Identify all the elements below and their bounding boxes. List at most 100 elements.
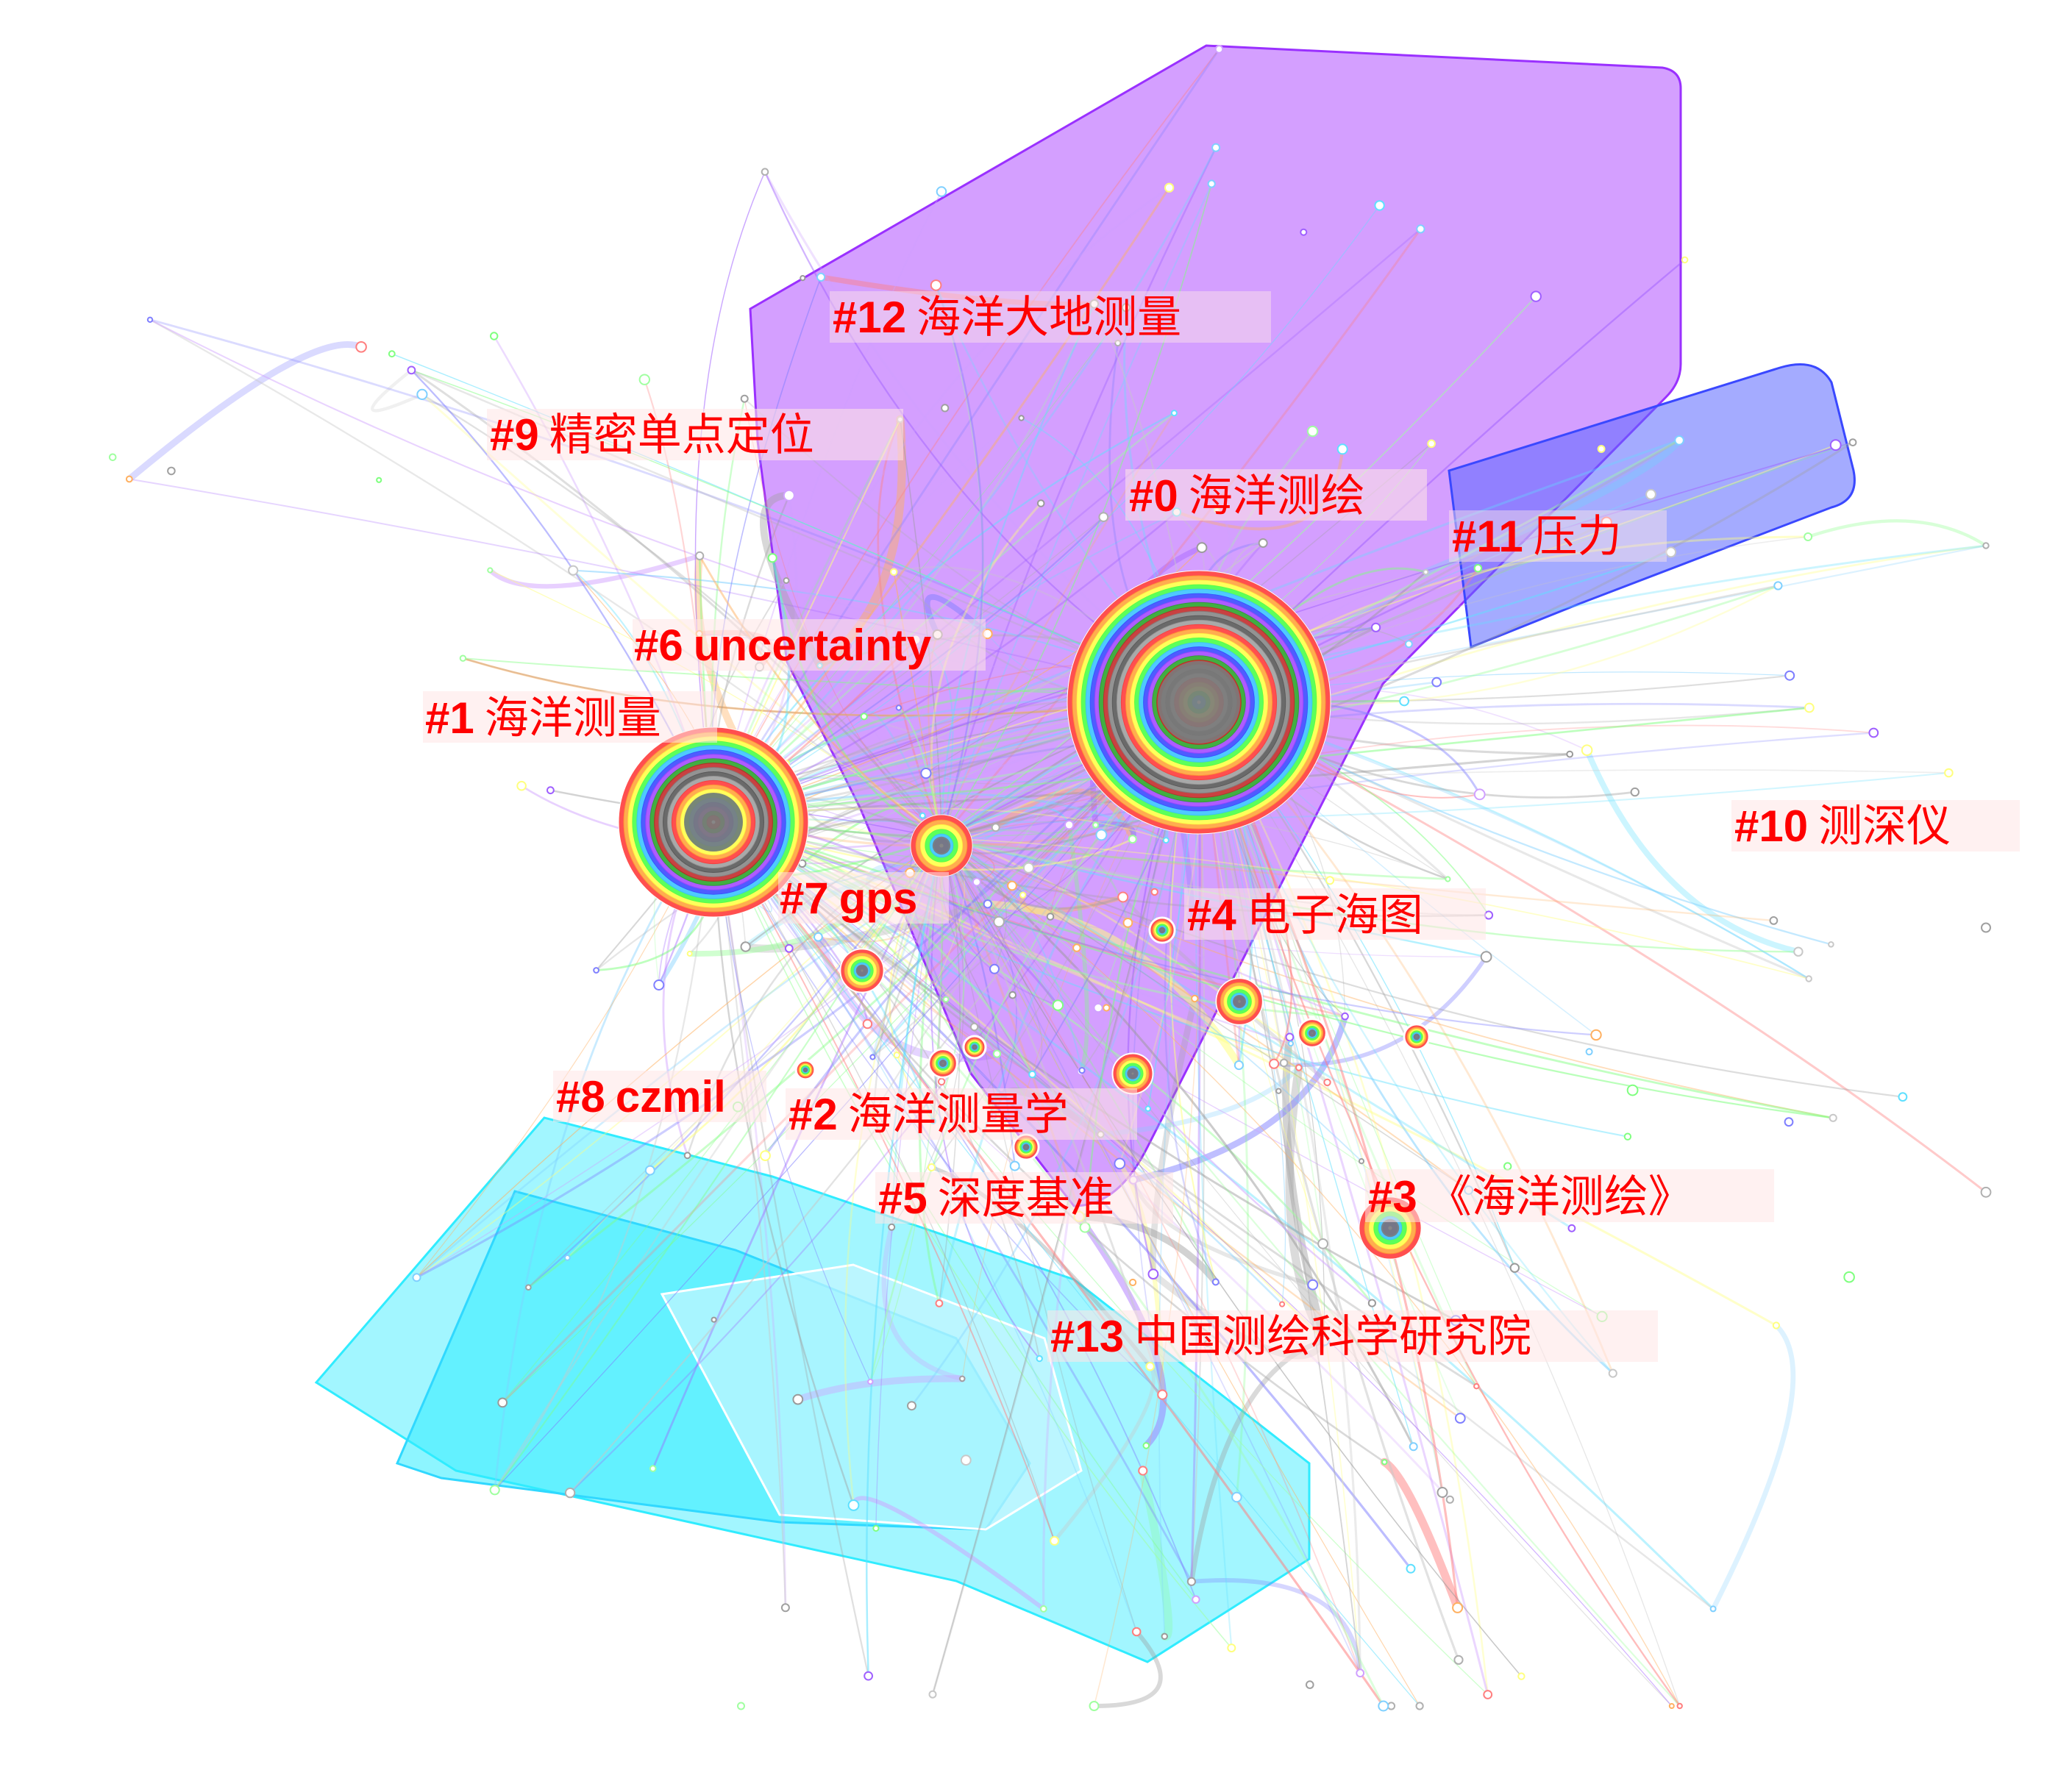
hub-ring: [1119, 1060, 1147, 1088]
network-node: [1674, 435, 1684, 446]
svg-text:#3《海洋测绘》: #3 《海洋测绘》: [1368, 1171, 1692, 1223]
cluster-label-13: #13 中国测绘科学研究院: [1047, 1310, 1658, 1363]
hub-node-j: [1148, 916, 1176, 944]
cluster-label-10: #10 测深仪: [1731, 800, 2020, 852]
network-link: [940, 732, 1875, 840]
hub-node-i: [794, 1059, 816, 1081]
network-node: [1103, 1004, 1111, 1012]
network-node: [1484, 910, 1494, 920]
network-node: [989, 963, 1000, 974]
hub-ring: [1089, 593, 1309, 812]
network-node: [1517, 1672, 1525, 1680]
hub-ring: [1150, 918, 1174, 942]
network-node: [740, 394, 749, 403]
network-node: [983, 899, 993, 909]
network-link: [935, 284, 984, 840]
network-link: [1189, 1578, 1363, 1676]
cluster-label-1: #1 海洋测量: [423, 691, 717, 744]
network-link: [1806, 519, 1988, 548]
network-node: [1231, 1491, 1242, 1503]
network-node: [1473, 788, 1486, 801]
network-node: [760, 1150, 771, 1161]
network-link: [494, 837, 943, 1491]
network-node: [1944, 768, 1954, 778]
hub-ring: [1130, 633, 1268, 771]
hub-ring: [1094, 597, 1304, 807]
network-node: [1317, 1238, 1328, 1249]
network-node: [1804, 702, 1815, 713]
network-link: [881, 1224, 965, 1382]
hub-ring: [641, 749, 786, 895]
network-node: [1709, 1605, 1717, 1613]
network-node: [412, 1273, 421, 1282]
network-node: [1089, 299, 1100, 309]
network-link: [1198, 698, 1361, 1674]
hub-ring: [636, 745, 791, 899]
network-node: [1161, 1632, 1169, 1641]
hub-ring: [1306, 1027, 1318, 1039]
network-link: [712, 815, 1598, 1036]
cluster-label-7: #7 gps: [778, 872, 949, 924]
network-node: [1128, 835, 1137, 844]
network-link: [712, 544, 1987, 818]
network-link: [713, 204, 1381, 817]
network-node: [1367, 1299, 1377, 1307]
hub-ring: [1157, 925, 1167, 935]
network-link: [126, 341, 365, 483]
network-node: [564, 1254, 571, 1261]
hub-ring: [658, 767, 769, 877]
network-node: [1769, 916, 1779, 925]
network-node: [761, 168, 769, 176]
network-node: [847, 1499, 860, 1511]
network-node: [1008, 991, 1017, 999]
network-node: [1138, 1466, 1148, 1476]
network-node: [814, 932, 823, 942]
network-node: [1089, 1701, 1100, 1711]
network-node: [783, 577, 790, 584]
network-node: [888, 1223, 896, 1231]
hub-ring: [667, 776, 760, 868]
network-link: [932, 698, 1200, 1695]
network-node: [1150, 888, 1158, 896]
network-node: [1399, 696, 1409, 707]
cluster-label-2: #2 海洋测量学: [786, 1088, 1137, 1141]
hub-ring: [649, 758, 777, 886]
hub-ring: [1139, 642, 1259, 763]
network-link: [1150, 995, 1198, 1277]
network-link: [863, 710, 943, 840]
hub-ring: [929, 833, 954, 858]
hub-ring: [1125, 1066, 1141, 1082]
network-node: [1269, 1058, 1280, 1069]
network-link: [941, 183, 1213, 839]
network-node: [920, 768, 932, 779]
network-link: [956, 884, 997, 971]
network-node: [1784, 670, 1795, 681]
network-node: [547, 786, 555, 795]
network-link: [712, 815, 869, 1677]
network-node: [1371, 622, 1381, 632]
network-link: [1197, 697, 1460, 1661]
network-node: [695, 551, 705, 561]
network-node: [862, 1018, 873, 1029]
hub-ring: [853, 962, 871, 979]
hub-ring: [1134, 638, 1264, 767]
network-link: [992, 788, 1136, 843]
network-node: [784, 943, 794, 953]
hub-ring: [937, 1057, 949, 1069]
network-link: [489, 569, 942, 839]
network-node: [1405, 640, 1413, 649]
network-node: [767, 553, 777, 563]
network-node: [928, 1163, 936, 1171]
network-node: [167, 466, 176, 476]
network-node: [864, 1671, 873, 1681]
network-node: [1191, 994, 1199, 1003]
network-node: [1095, 829, 1108, 841]
network-node: [525, 1284, 532, 1291]
network-link: [713, 444, 1837, 817]
network-node: [1416, 224, 1425, 234]
network-node: [1287, 1041, 1295, 1047]
